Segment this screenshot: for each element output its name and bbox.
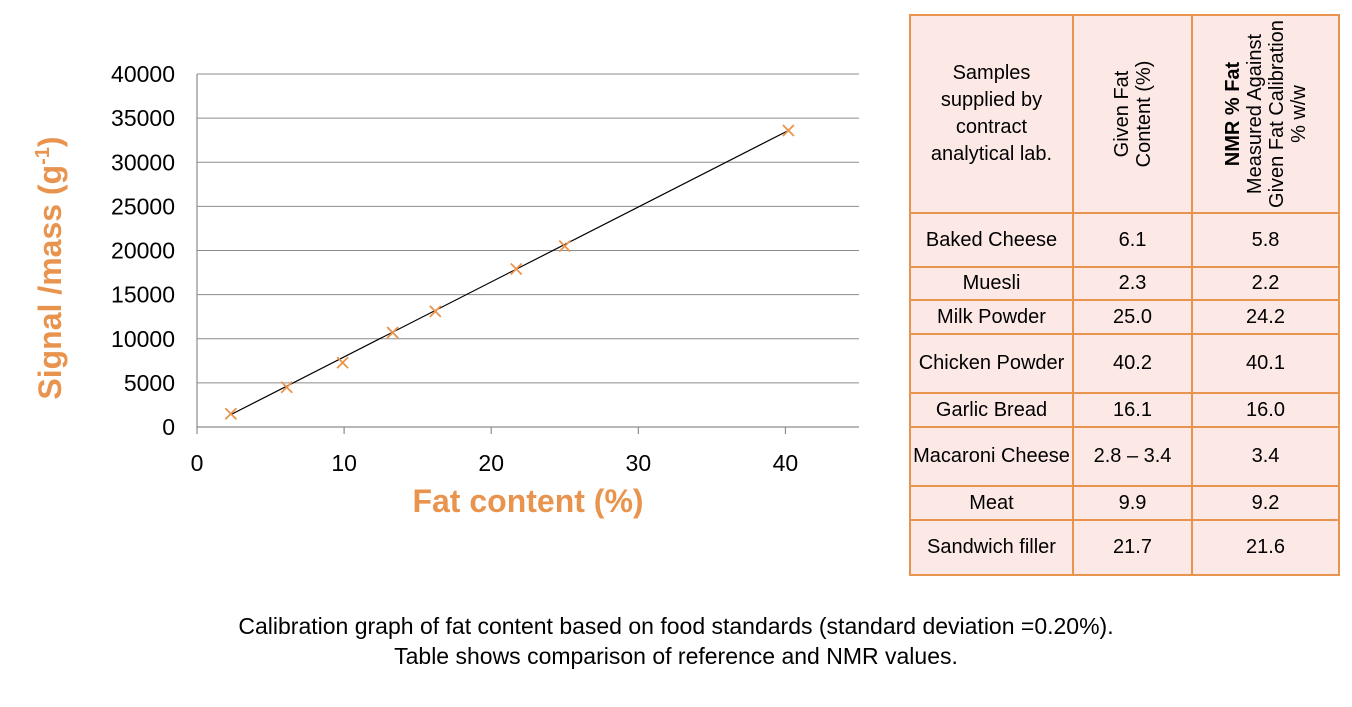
sample-name: Baked Cheese <box>909 212 1074 268</box>
data-point <box>782 124 795 137</box>
tick-labels: 0 5000 10000 15000 20000 25000 30000 35000 40000… <box>111 61 798 476</box>
y-tick-label: 20000 <box>111 238 175 264</box>
table-row: Meat 9.9 9.2 <box>909 485 1340 521</box>
nmr-fat: 2.2 <box>1191 266 1340 301</box>
x-tick-label: 0 <box>191 450 204 476</box>
given-fat: 16.1 <box>1072 392 1193 428</box>
given-fat: 21.7 <box>1072 519 1193 576</box>
header-nmr-fat-bold: NMR % Fat <box>1221 61 1244 167</box>
x-axis-title: Fat content (%) <box>412 483 643 519</box>
table-row: Sandwich filler 21.7 21.6 <box>909 519 1340 576</box>
header-samples: Samples supplied by contract analytical … <box>909 14 1074 214</box>
table-row: Macaroni Cheese 2.8 – 3.4 3.4 <box>909 426 1340 487</box>
header-nmr-fat-label: NMR % Fat Measured Against Given Fat Cal… <box>1222 16 1310 212</box>
caption-line-1: Calibration graph of fat content based o… <box>238 613 1114 639</box>
y-tick-label: 30000 <box>111 149 175 175</box>
table-row: Garlic Bread 16.1 16.0 <box>909 392 1340 428</box>
trend-line <box>230 129 789 416</box>
sample-name: Milk Powder <box>909 299 1074 335</box>
given-fat: 2.8 – 3.4 <box>1072 426 1193 487</box>
nmr-fat: 5.8 <box>1191 212 1340 268</box>
given-fat: 6.1 <box>1072 212 1193 268</box>
table-row: Baked Cheese 6.1 5.8 <box>909 212 1340 268</box>
table-row: Chicken Powder 40.2 40.1 <box>909 333 1340 394</box>
y-axis-title-end: ) <box>32 136 68 147</box>
nmr-fat: 40.1 <box>1191 333 1340 394</box>
grid-lines <box>197 73 859 384</box>
nmr-fat: 3.4 <box>1191 426 1340 487</box>
data-point <box>558 239 571 253</box>
y-axis-title-sup: -1 <box>32 147 54 165</box>
y-tick-label: 25000 <box>111 193 175 219</box>
nmr-fat: 24.2 <box>1191 299 1340 335</box>
data-point <box>510 262 523 276</box>
given-fat: 25.0 <box>1072 299 1193 335</box>
figure-caption: Calibration graph of fat content based o… <box>0 611 1352 671</box>
data-point <box>386 326 399 339</box>
caption-line-2: Table shows comparison of reference and … <box>394 643 958 669</box>
header-nmr-fat: NMR % Fat Measured Against Given Fat Cal… <box>1191 14 1340 214</box>
header-nmr-fat-rest: Measured Against Given Fat Calibration %… <box>1243 20 1310 208</box>
sample-name: Garlic Bread <box>909 392 1074 428</box>
x-tick-label: 20 <box>478 450 504 476</box>
y-tick-label: 35000 <box>111 105 175 131</box>
header-samples-label: Samples supplied by contract analytical … <box>930 62 1053 165</box>
table-header-row: Samples supplied by contract analytical … <box>909 14 1340 214</box>
sample-name: Macaroni Cheese <box>909 426 1074 487</box>
data-point <box>280 381 293 394</box>
header-given-fat: Given Fat Content (%) <box>1072 14 1193 214</box>
given-fat: 2.3 <box>1072 266 1193 301</box>
sample-name: Muesli <box>909 266 1074 301</box>
given-fat: 9.9 <box>1072 485 1193 521</box>
data-points <box>224 124 795 420</box>
axes <box>196 74 859 434</box>
data-point <box>224 407 237 420</box>
nmr-fat: 21.6 <box>1191 519 1340 576</box>
header-given-fat-label: Given Fat Content (%) <box>1110 60 1155 168</box>
y-axis-title-main: Signal /mass (g <box>32 165 68 400</box>
x-tick-label: 30 <box>626 450 652 476</box>
comparison-table-container: Samples supplied by contract analytical … <box>909 14 1340 576</box>
calibration-chart: 0 5000 10000 15000 20000 25000 30000 35000 40000… <box>32 61 859 519</box>
y-tick-label: 0 <box>162 414 175 440</box>
x-tick-label: 10 <box>331 450 357 476</box>
y-tick-label: 5000 <box>124 370 175 396</box>
y-axis-title: Signal /mass (g-1) <box>32 136 68 399</box>
nmr-fat: 9.2 <box>1191 485 1340 521</box>
y-tick-label: 10000 <box>111 326 175 352</box>
comparison-table: Samples supplied by contract analytical … <box>909 14 1340 576</box>
data-point <box>336 356 349 369</box>
sample-name: Sandwich filler <box>909 519 1074 576</box>
table-row: Milk Powder 25.0 24.2 <box>909 299 1340 335</box>
nmr-fat: 16.0 <box>1191 392 1340 428</box>
data-point <box>429 305 442 318</box>
sample-name: Chicken Powder <box>909 333 1074 394</box>
given-fat: 40.2 <box>1072 333 1193 394</box>
y-tick-label: 15000 <box>111 282 175 308</box>
table-row: Muesli 2.3 2.2 <box>909 266 1340 301</box>
sample-name: Meat <box>909 485 1074 521</box>
y-tick-label: 40000 <box>111 61 175 87</box>
x-tick-label: 40 <box>773 450 799 476</box>
